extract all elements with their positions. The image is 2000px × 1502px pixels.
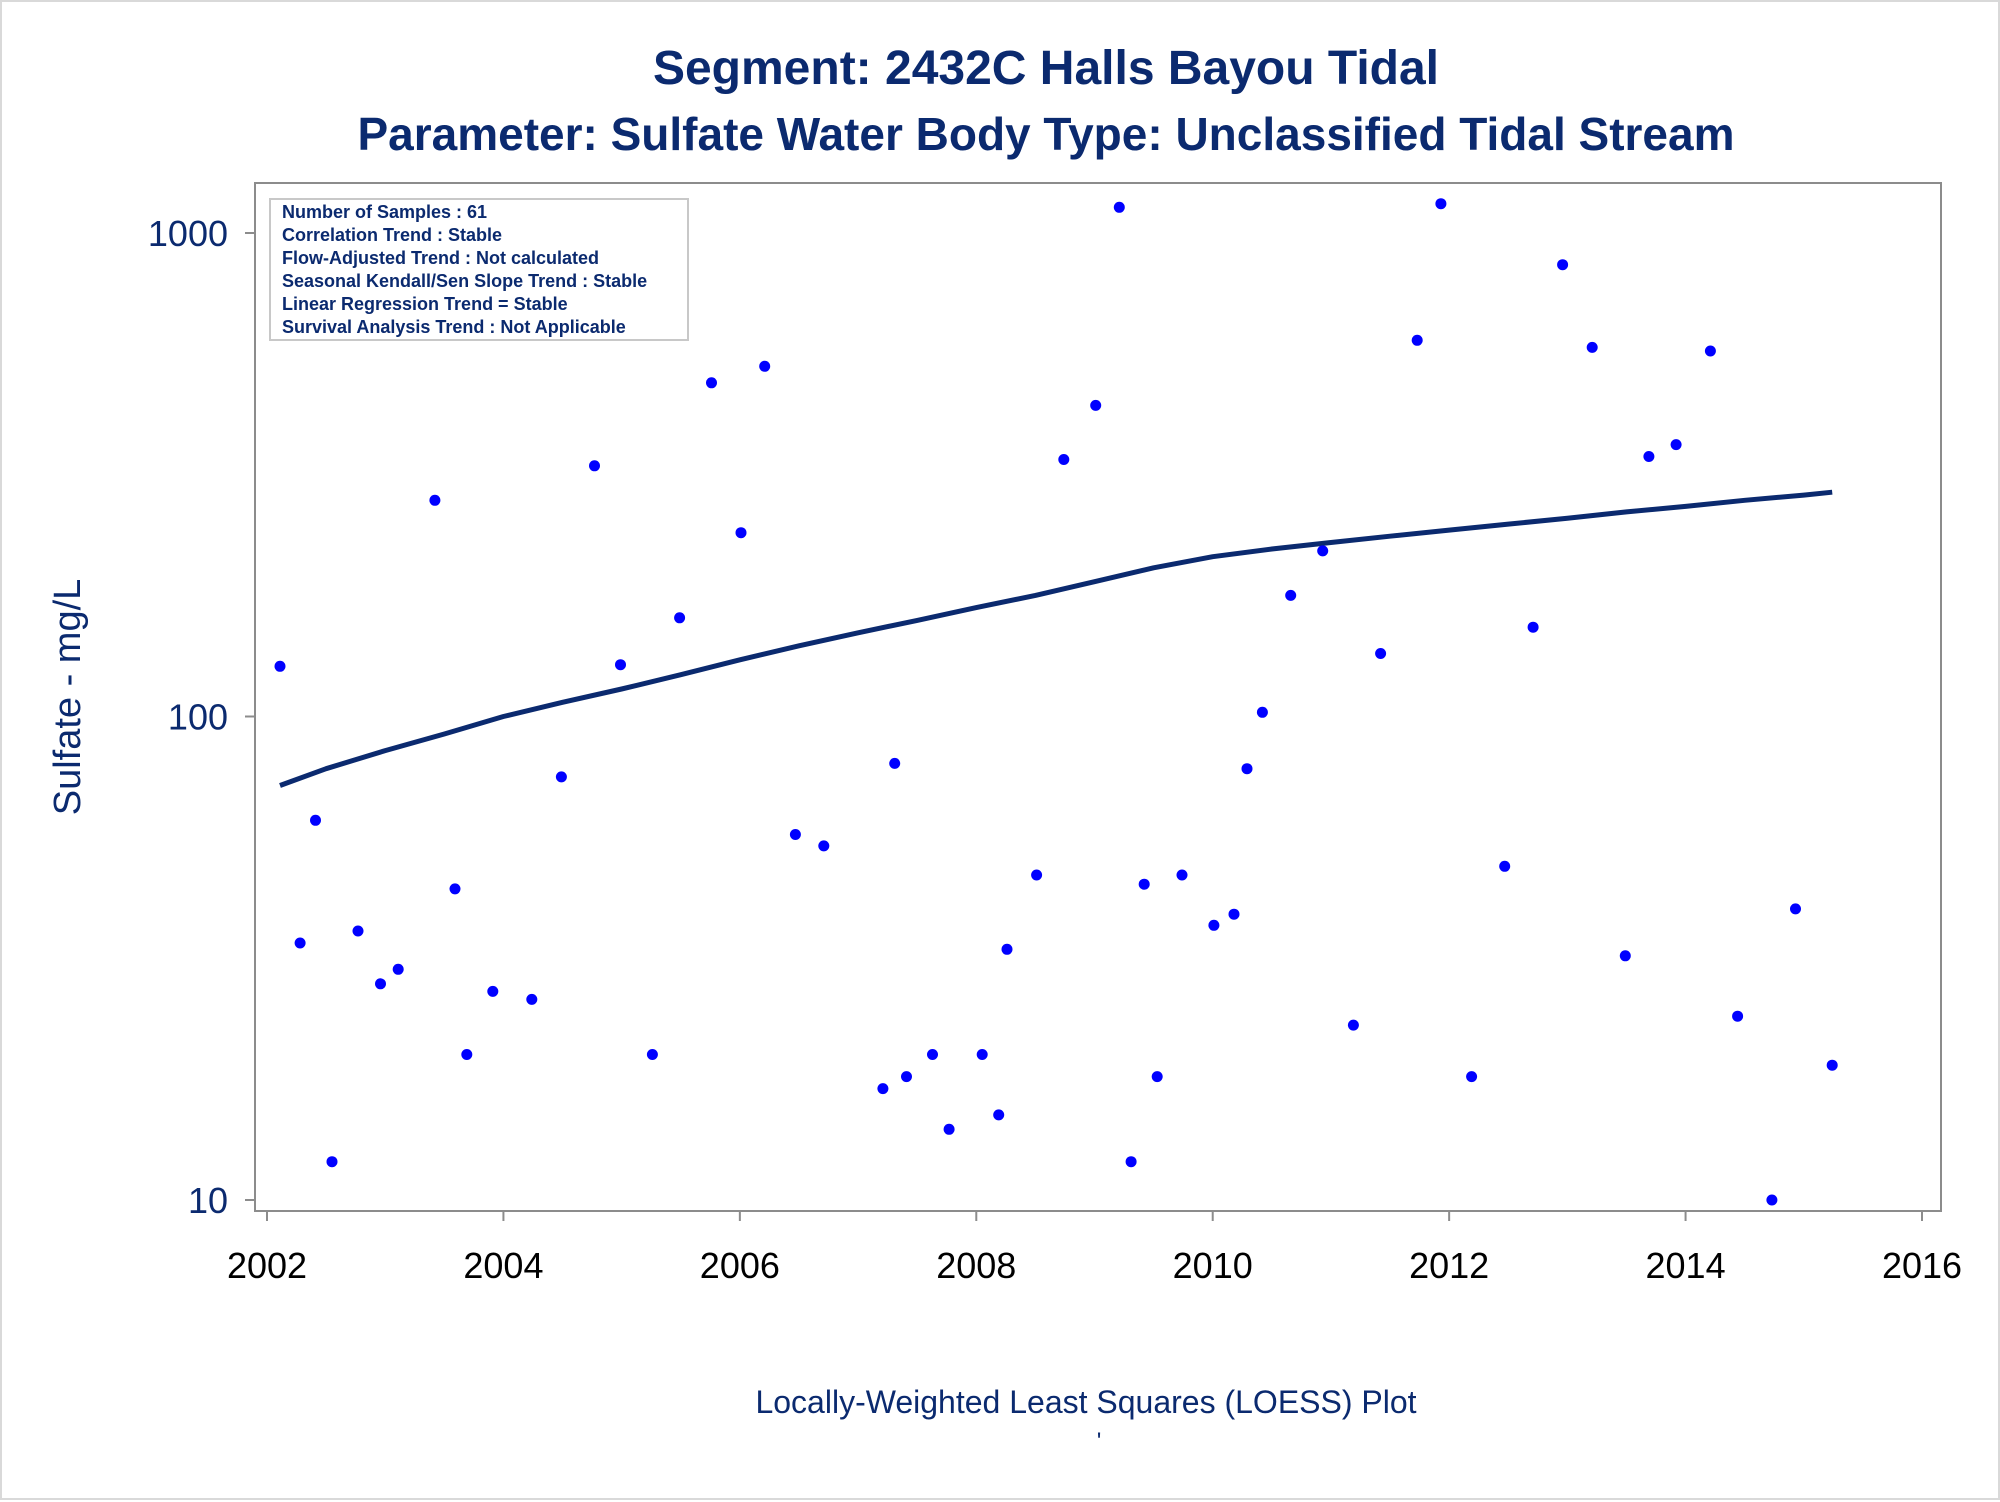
data-point	[526, 993, 538, 1005]
stats-line: Seasonal Kendall/Sen Slope Trend : Stabl…	[282, 271, 647, 291]
data-point	[1826, 1059, 1838, 1071]
stats-box-border	[269, 198, 689, 341]
x-tick-label: 2002	[227, 1245, 307, 1286]
data-point	[1058, 454, 1070, 465]
y-tick-label: 1000	[148, 213, 228, 254]
data-point	[735, 527, 747, 539]
data-point	[1113, 201, 1125, 213]
data-point	[993, 1109, 1005, 1121]
data-point	[1557, 259, 1569, 271]
x-tick-label: 2010	[1173, 1245, 1253, 1286]
data-point	[1411, 334, 1423, 346]
data-point	[1151, 1071, 1163, 1083]
x-tick-label: 2014	[1646, 1245, 1726, 1286]
data-point	[461, 1049, 473, 1060]
data-point	[1527, 621, 1539, 633]
data-point	[674, 612, 686, 624]
data-point	[1138, 878, 1150, 890]
data-point	[449, 883, 461, 895]
stats-line: Correlation Trend : Stable	[282, 225, 502, 245]
data-point	[615, 659, 626, 671]
data-point	[589, 460, 600, 472]
data-point	[789, 829, 801, 840]
axes: 2002 2004 2006 2008 2010 2012 2014 2016 10 100 100…	[148, 213, 1962, 1286]
data-point	[1256, 706, 1268, 718]
data-point	[310, 814, 321, 826]
x-tick-label: 2012	[1409, 1245, 1489, 1286]
data-point	[901, 1071, 912, 1083]
data-point	[326, 1156, 338, 1168]
data-point	[646, 1049, 658, 1060]
plot-area	[254, 182, 1942, 1212]
chart-marks	[274, 198, 1838, 1206]
data-point	[1347, 1019, 1359, 1031]
x-tick-label: 2008	[936, 1245, 1016, 1286]
y-axis-label: Sulfate - mg/L	[47, 579, 89, 816]
data-point	[1499, 860, 1511, 872]
data-point	[392, 963, 404, 975]
data-point	[487, 985, 499, 997]
data-point	[1375, 648, 1387, 659]
data-point	[1228, 908, 1240, 920]
data-point	[1766, 1194, 1778, 1206]
data-point	[1125, 1156, 1137, 1168]
data-point	[429, 494, 441, 506]
data-point	[375, 978, 386, 990]
data-point	[1241, 763, 1253, 775]
data-point	[1176, 869, 1188, 881]
data-point	[1670, 439, 1682, 451]
y-tick-label: 100	[168, 697, 228, 738]
chart-title: Segment: 2432C Halls Bayou Tidal	[653, 42, 1439, 95]
data-point	[889, 757, 901, 769]
footnote-mark: '	[1097, 1428, 1102, 1455]
stats-line: Survival Analysis Trend : Not Applicable	[282, 317, 626, 337]
data-point	[1643, 451, 1655, 462]
stats-line: Number of Samples : 61	[282, 202, 487, 222]
loess-line	[279, 489, 1833, 788]
data-point	[1435, 198, 1447, 210]
x-tick-label: 2004	[463, 1245, 543, 1286]
data-point	[1031, 869, 1043, 881]
data-point	[1208, 919, 1220, 931]
data-point	[1619, 950, 1631, 962]
data-point	[1586, 341, 1598, 353]
data-point	[927, 1049, 938, 1060]
x-tick-label: 2006	[700, 1245, 780, 1286]
stats-box: Number of Samples : 61 Correlation Trend…	[269, 198, 689, 341]
stats-line: Flow-Adjusted Trend : Not calculated	[282, 248, 599, 268]
stats-line: Linear Regression Trend = Stable	[282, 294, 568, 314]
data-point	[1317, 545, 1329, 557]
data-point	[1090, 399, 1102, 411]
data-point	[759, 360, 771, 372]
data-point	[352, 925, 364, 937]
data-point	[1001, 943, 1013, 955]
data-point	[706, 377, 717, 389]
data-point	[877, 1083, 889, 1095]
data-point	[818, 840, 830, 852]
y-tick-label: 10	[188, 1180, 228, 1221]
data-point	[294, 937, 306, 949]
data-point	[1285, 589, 1297, 601]
data-point	[943, 1123, 955, 1135]
data-point	[274, 660, 286, 672]
data-point	[1704, 345, 1716, 357]
data-point	[1732, 1010, 1744, 1022]
data-point	[1790, 903, 1801, 915]
data-point	[976, 1049, 988, 1060]
footnote: Locally-Weighted Least Squares (LOESS) P…	[755, 1384, 1416, 1420]
data-point	[1466, 1071, 1478, 1083]
x-tick-label: 2016	[1882, 1245, 1962, 1286]
data-point	[555, 771, 567, 783]
chart-subtitle: Parameter: Sulfate Water Body Type: Uncl…	[357, 108, 1734, 160]
